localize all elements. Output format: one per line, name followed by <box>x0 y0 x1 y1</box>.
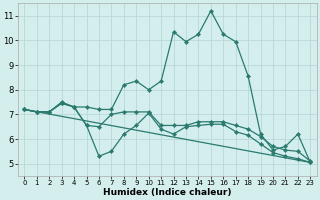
X-axis label: Humidex (Indice chaleur): Humidex (Indice chaleur) <box>103 188 232 197</box>
